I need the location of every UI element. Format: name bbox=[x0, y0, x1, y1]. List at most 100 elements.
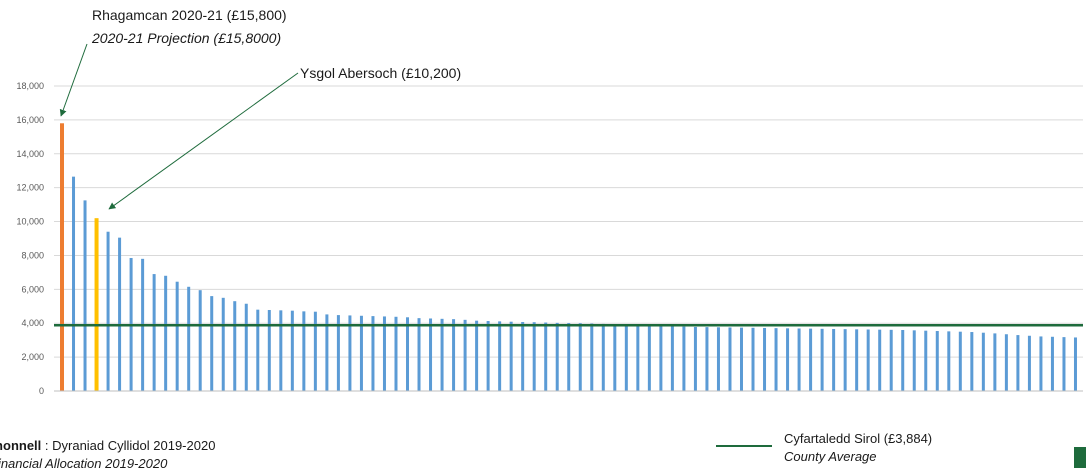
y-tick-label: 18,000 bbox=[16, 81, 44, 91]
bar bbox=[106, 231, 110, 391]
bar bbox=[187, 286, 191, 391]
bar bbox=[1062, 337, 1066, 391]
bar bbox=[567, 323, 571, 391]
bar bbox=[958, 331, 962, 391]
footnote: rhonnell : Dyraniad Cyllidol 2019-2020 F… bbox=[0, 437, 215, 473]
bar bbox=[647, 325, 651, 391]
bar bbox=[1050, 336, 1054, 391]
highlighted-bar bbox=[60, 123, 64, 391]
bar bbox=[509, 321, 513, 391]
bar bbox=[118, 237, 122, 391]
bar bbox=[809, 328, 813, 391]
y-tick-label: 12,000 bbox=[16, 183, 44, 193]
bar bbox=[313, 311, 317, 391]
bar bbox=[601, 323, 605, 391]
bar bbox=[912, 330, 916, 391]
bar bbox=[348, 315, 352, 391]
bar bbox=[498, 321, 502, 391]
corner-tab bbox=[1074, 447, 1086, 468]
gridlines bbox=[54, 85, 1083, 358]
bar bbox=[221, 297, 225, 391]
school-label: Ysgol Abersoch (£10,200) bbox=[300, 65, 461, 81]
bar bbox=[739, 327, 743, 391]
bar bbox=[578, 323, 582, 391]
bar bbox=[532, 322, 536, 391]
bar bbox=[832, 328, 836, 391]
bar bbox=[429, 318, 433, 391]
y-tick-label: 2,000 bbox=[21, 352, 44, 362]
bar bbox=[440, 318, 444, 391]
bar bbox=[981, 332, 985, 391]
bar bbox=[406, 317, 410, 391]
bar bbox=[820, 328, 824, 391]
bar bbox=[935, 331, 939, 391]
bar bbox=[1016, 335, 1020, 391]
school-arrow bbox=[108, 72, 299, 210]
bar bbox=[843, 329, 847, 391]
bar bbox=[728, 327, 732, 391]
bar bbox=[336, 315, 340, 391]
bar bbox=[947, 331, 951, 391]
footnote-bold: rhonnell bbox=[0, 438, 42, 453]
bar bbox=[682, 326, 686, 391]
bar bbox=[233, 301, 237, 391]
y-tick-label: 0 bbox=[39, 386, 44, 396]
legend-label-welsh: Cyfartaledd Sirol (£3,884) bbox=[784, 431, 933, 446]
bar bbox=[1073, 337, 1077, 391]
bar bbox=[417, 318, 421, 391]
y-tick-label: 16,000 bbox=[16, 115, 44, 125]
bar bbox=[889, 329, 893, 391]
bar bbox=[152, 274, 156, 391]
bar bbox=[1004, 334, 1008, 391]
bar bbox=[325, 314, 329, 391]
bar bbox=[716, 327, 720, 391]
highlighted-bar bbox=[94, 218, 99, 391]
bar bbox=[866, 329, 870, 391]
bar bbox=[83, 200, 87, 392]
bar bbox=[544, 322, 548, 391]
bar bbox=[452, 319, 456, 391]
bar bbox=[659, 325, 663, 391]
bar bbox=[382, 316, 386, 391]
bar bbox=[290, 310, 294, 391]
bar bbox=[751, 327, 755, 391]
bar bbox=[763, 327, 767, 391]
bar bbox=[670, 326, 674, 391]
y-tick-label: 10,000 bbox=[16, 217, 44, 227]
bar bbox=[878, 329, 882, 391]
y-tick-label: 14,000 bbox=[16, 149, 44, 159]
bar bbox=[797, 328, 801, 391]
bar bbox=[624, 324, 628, 391]
bar bbox=[786, 328, 790, 391]
bar bbox=[256, 309, 260, 391]
bar bbox=[210, 296, 214, 391]
bar bbox=[359, 315, 363, 391]
bar bbox=[613, 324, 617, 391]
bar bbox=[175, 281, 179, 391]
bar bbox=[72, 176, 76, 391]
bar bbox=[555, 322, 559, 391]
bar bbox=[993, 333, 997, 391]
legend-label: Cyfartaledd Sirol (£3,884) County Averag… bbox=[784, 430, 932, 466]
bar bbox=[1027, 335, 1031, 391]
bar bbox=[267, 310, 271, 391]
bar bbox=[693, 326, 697, 391]
bar bbox=[636, 325, 640, 391]
y-tick-label: 6,000 bbox=[21, 284, 44, 294]
footnote-line1: rhonnell : Dyraniad Cyllidol 2019-2020 bbox=[0, 437, 215, 455]
bar bbox=[590, 323, 594, 391]
y-axis-ticks: 0 2,000 4,000 6,000 8,000 10,000 12,000 14,000 1… bbox=[16, 81, 44, 396]
bar bbox=[924, 330, 928, 391]
bar bbox=[970, 332, 974, 391]
legend-label-english: County Average bbox=[784, 449, 877, 464]
bar bbox=[1039, 336, 1043, 391]
projection-label: Rhagamcan 2020-21 (£15,800) bbox=[92, 7, 287, 23]
bar bbox=[475, 320, 479, 391]
footnote-rest: : Dyraniad Cyllidol 2019-2020 bbox=[41, 438, 216, 453]
bar bbox=[521, 322, 525, 391]
bar bbox=[705, 327, 709, 391]
y-tick-label: 4,000 bbox=[21, 318, 44, 328]
bar bbox=[774, 328, 778, 391]
legend: Cyfartaledd Sirol (£3,884) County Averag… bbox=[716, 427, 996, 467]
